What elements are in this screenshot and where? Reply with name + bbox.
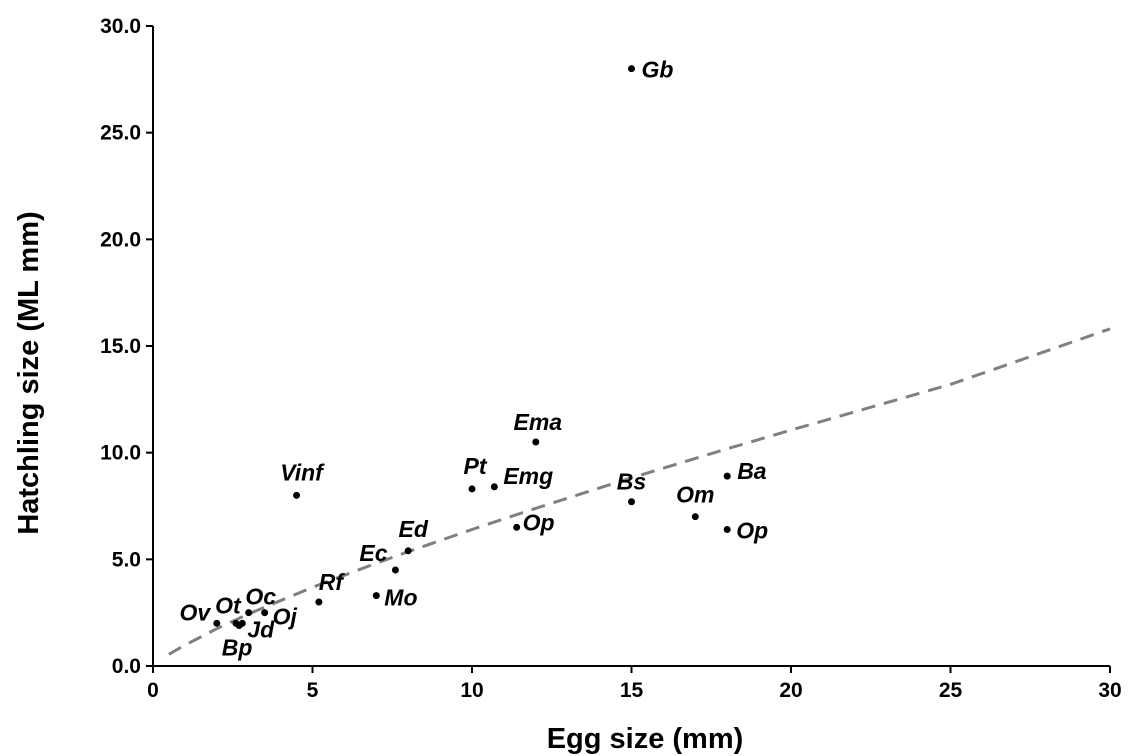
data-point-emg — [490, 483, 498, 491]
data-point-pt — [468, 485, 476, 493]
point-label-om: Om — [676, 482, 714, 508]
data-point-ov — [213, 619, 221, 627]
y-tick-label: 20.0 — [100, 228, 141, 251]
y-tick-label: 15.0 — [100, 335, 141, 358]
point-label-mo: Mo — [384, 585, 417, 611]
data-point-gb — [628, 65, 635, 73]
point-label-ema: Ema — [514, 409, 563, 435]
trendline — [168, 327, 1111, 656]
point-label-pt: Pt — [464, 453, 488, 479]
point-label-ot: Ot — [215, 592, 242, 618]
x-tick-label: 0 — [147, 679, 159, 702]
point-label-bp: Bp — [222, 634, 253, 660]
point-label-oj: Oj — [273, 604, 298, 630]
data-point-oj — [261, 609, 269, 617]
point-label-ba: Ba — [737, 458, 767, 484]
data-point-ba — [723, 472, 731, 480]
data-point-bp — [235, 621, 243, 629]
point-label-oc: Oc — [245, 584, 276, 610]
point-label-ed: Ed — [399, 516, 429, 542]
data-point-oc — [245, 609, 253, 617]
point-label-ec: Ec — [359, 540, 387, 566]
x-tick-label: 15 — [620, 679, 644, 702]
plot-area — [168, 65, 1111, 656]
point-label-ov: Ov — [179, 599, 211, 625]
data-point-ec — [391, 566, 399, 574]
axes: 0.0 5.0 10.0 15.0 20.0 25.0 30.0 0 5 10 15 20 25 30 — [100, 15, 1122, 702]
x-axis-title: Egg size (mm) — [547, 723, 744, 755]
point-label-gb: Gb — [642, 57, 674, 83]
point-label-emg: Emg — [503, 463, 553, 489]
point-label-jd: Jd — [247, 616, 275, 642]
x-tick-label: 20 — [779, 679, 802, 702]
data-point-op — [513, 523, 521, 531]
x-tick-label: 30 — [1098, 679, 1121, 702]
y-tick-label: 0.0 — [112, 655, 141, 678]
data-point-op — [723, 525, 731, 533]
data-point-bs — [628, 498, 635, 506]
data-point-ema — [532, 438, 540, 446]
point-label-rf: Rf — [319, 569, 346, 595]
data-point-om — [691, 513, 699, 521]
data-point-ed — [404, 547, 412, 555]
point-label-op: Op — [523, 509, 555, 535]
y-axis-title: Hatchling size (ML mm) — [13, 211, 45, 534]
y-tick-label: 10.0 — [100, 442, 141, 465]
x-tick-label: 5 — [307, 679, 319, 702]
x-tick-label: 25 — [939, 679, 963, 702]
data-point-vinf — [293, 491, 301, 499]
data-point-mo — [372, 592, 380, 600]
data-point-rf — [315, 598, 323, 606]
x-tick-label: 10 — [460, 679, 483, 702]
point-label-op: Op — [736, 517, 768, 543]
y-tick-label: 5.0 — [112, 548, 141, 571]
point-label-vinf: Vinf — [280, 459, 325, 485]
point-label-bs: Bs — [617, 469, 646, 495]
y-tick-label: 30.0 — [100, 15, 141, 38]
y-tick-label: 25.0 — [100, 122, 141, 145]
